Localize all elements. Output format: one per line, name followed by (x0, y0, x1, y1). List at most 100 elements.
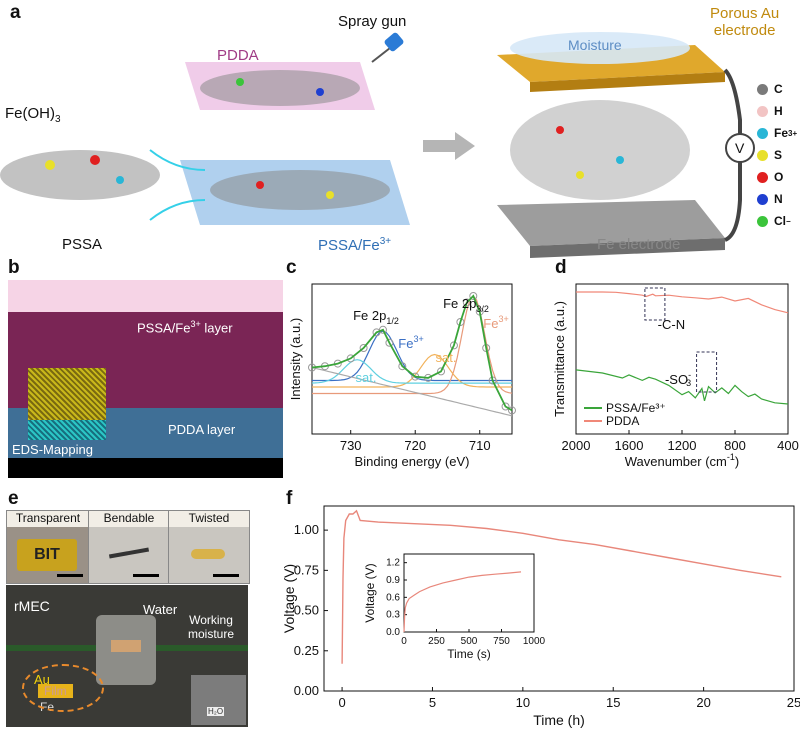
annotation-sat-left: sat. (356, 370, 377, 385)
eds-map-yellow (28, 368, 106, 420)
spectrum-line (576, 291, 789, 314)
x-tick-label: 1200 (668, 438, 697, 453)
legend-sup: 3+ (788, 128, 798, 138)
x-tick-label: 5 (429, 695, 436, 710)
panel-label-d: d (555, 257, 567, 278)
data-point (501, 402, 510, 411)
legend-label: N (774, 192, 783, 206)
legend-item: H (757, 100, 799, 122)
sem-image (8, 280, 283, 478)
legend-label: H (774, 104, 783, 118)
inset-x-tick-label: 500 (461, 636, 478, 647)
fe-electrode-label: Fe electrode (597, 236, 681, 253)
plot-frame (323, 505, 795, 692)
data-point (508, 406, 516, 415)
legend-label: Cl (774, 214, 786, 228)
x-tick-label: 20 (696, 695, 710, 710)
atom-dot-icon (757, 127, 768, 139)
annotation-sat-right: sat. (436, 350, 457, 365)
atom-dot-icon (757, 83, 768, 95)
inset-y-tick-label: 1.2 (386, 558, 400, 569)
x-tick-label: 720 (404, 438, 426, 453)
data-point (456, 318, 465, 326)
panel-label-e: e (8, 488, 19, 509)
panel-label-a: a (10, 2, 21, 23)
voltmeter (725, 133, 755, 163)
inset-voltage-line (403, 571, 522, 633)
panel-label-b: b (8, 257, 20, 278)
inset-y-tick-label: 0.0 (386, 627, 400, 638)
pssa-fe-label: PSSA/Fe3+ (318, 236, 392, 254)
rmec-label: rMEC (14, 598, 50, 614)
y-axis-label: Voltage (V) (281, 564, 297, 633)
component-peak (311, 366, 513, 417)
highlight-box (644, 287, 666, 321)
data-point (437, 367, 446, 376)
x-tick-label: 15 (606, 695, 620, 710)
component-peak (311, 359, 512, 384)
x-axis-label: Binding energy (eV) (355, 454, 470, 469)
x-tick-label: 2000 (562, 438, 591, 453)
inset-y-tick-label: 0.3 (386, 610, 400, 621)
annotation-cn: -C-N (658, 317, 685, 332)
legend-label: S (774, 148, 783, 162)
legend-label: PDDA (606, 414, 639, 428)
annotation-fe2p32: Fe 2p3/2 (443, 296, 489, 314)
ftir-chart: 2000 1600 1200 800 400 -C-N -SO-3 PSSA/Fe³⁺PDDA… (552, 283, 799, 469)
molecule-pssa-cluster (210, 170, 390, 210)
inset-y-tick-label: 0.9 (386, 575, 400, 586)
data-point (378, 325, 387, 334)
photo-twisted: Twisted (168, 510, 250, 584)
x-axis-label: Wavenumber (cm-1) (625, 452, 739, 469)
y-axis-label: Transmittance (a.u.) (552, 301, 567, 417)
data-point (359, 344, 368, 352)
legend-item: Cl − (757, 210, 799, 232)
atom-dot-icon (757, 171, 768, 183)
photo-transparent: Transparent BIT (6, 510, 90, 584)
x-axis-label: Time (h) (533, 712, 585, 728)
legend-label: O (774, 170, 784, 184)
eds-mapping-label: EDS-Mapping (12, 442, 93, 457)
legend-label: C (774, 82, 783, 96)
pdda-layer-label: PDDA layer (168, 422, 236, 437)
feoh-label: Fe(OH)3 (5, 105, 61, 125)
eds-map-cyan (28, 420, 106, 440)
annotation-fe3-left: Fe3+ (398, 334, 423, 351)
atom-legend: C H Fe 3+ S O N Cl − (757, 78, 799, 232)
process-arrow (423, 132, 475, 160)
bit-sample: BIT (17, 539, 77, 571)
annotation-so3: -SO-3 (665, 370, 691, 388)
legend-item: N (757, 188, 799, 210)
photo-bendable: Bendable (88, 510, 170, 584)
highlight-box (696, 351, 718, 393)
atom-dot-icon (757, 215, 768, 227)
annotation-fe2p12: Fe 2p1/2 (353, 308, 399, 326)
wire (723, 68, 742, 135)
y-tick-label: 0.75 (294, 562, 319, 577)
annotation-ring (22, 664, 104, 712)
data-point (346, 354, 355, 363)
legend-item: Fe 3+ (757, 122, 799, 144)
inset-x-tick-label: 750 (493, 636, 510, 647)
inset-x-tick-label: 1000 (523, 636, 546, 647)
atom-dot-icon (757, 149, 768, 161)
y-axis-label: Intensity (a.u.) (288, 318, 303, 400)
pssa-label: PSSA (62, 236, 103, 253)
voltage-line (341, 509, 782, 664)
legend-label: Fe (774, 126, 789, 140)
spray-gun-label: Spray gun (338, 13, 407, 30)
atom-dot-icon (757, 105, 768, 117)
atom-dot-icon (757, 193, 768, 205)
x-tick-label: 730 (340, 438, 362, 453)
connector-curve (149, 199, 206, 221)
x-tick-label: 10 (516, 695, 530, 710)
panel-label-f: f (286, 488, 293, 509)
spectrum-line (575, 369, 789, 405)
y-tick-label: 1.00 (294, 522, 319, 537)
h2o-bottle-label: H₂O (207, 707, 225, 716)
data-point (385, 338, 394, 347)
inset-y-tick-label: 0.6 (386, 592, 400, 603)
inset-x-axis-label: Time (s) (447, 647, 491, 661)
